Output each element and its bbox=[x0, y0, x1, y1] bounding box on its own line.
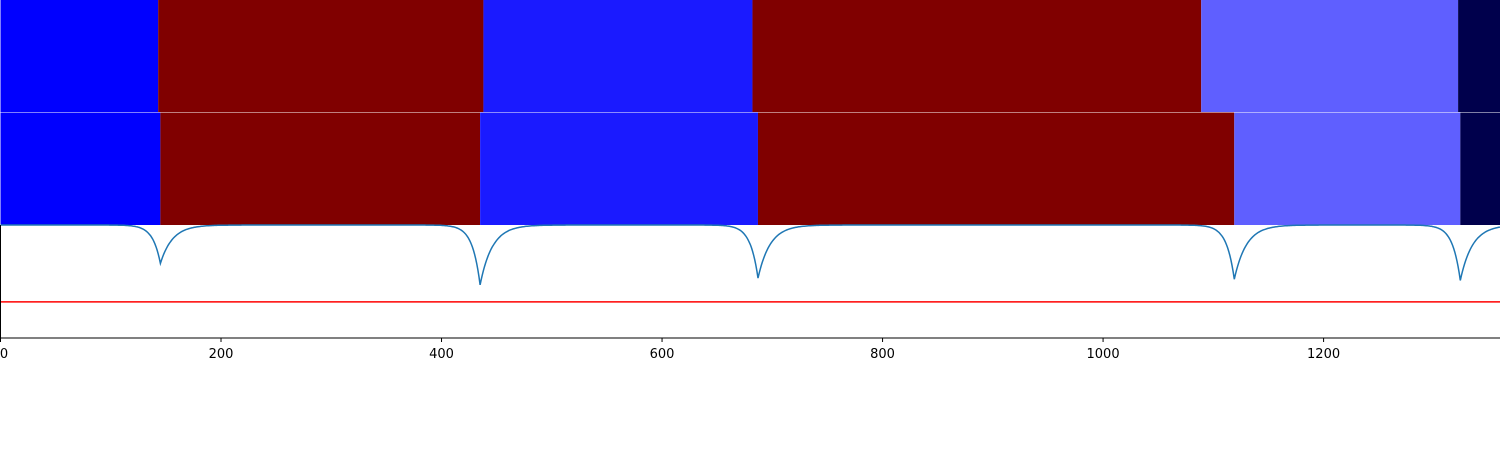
segmentation-row-top bbox=[0, 0, 1500, 113]
x-tick-label-1000: 1000 bbox=[1087, 347, 1120, 362]
segment-1-4 bbox=[1234, 112, 1461, 225]
x-tick-label-800: 800 bbox=[870, 347, 895, 362]
segment-0-3 bbox=[752, 0, 1202, 113]
segment-0-4 bbox=[1201, 0, 1459, 113]
x-tick-label-200: 200 bbox=[209, 347, 234, 362]
segment-1-0 bbox=[0, 112, 161, 225]
segment-1-5 bbox=[1460, 112, 1500, 225]
segment-0-2 bbox=[483, 0, 753, 113]
x-tick-label-0: 0 bbox=[0, 347, 8, 362]
x-tick-label-1200: 1200 bbox=[1307, 347, 1340, 362]
x-tick-label-600: 600 bbox=[650, 347, 675, 362]
segmentation-row-bottom bbox=[0, 112, 1500, 225]
segment-1-2 bbox=[480, 112, 758, 225]
segment-1-3 bbox=[757, 112, 1235, 225]
signal-plot bbox=[0, 224, 1500, 339]
signal-plot-background bbox=[0, 225, 1500, 338]
x-tick-label-400: 400 bbox=[429, 347, 454, 362]
segment-1-1 bbox=[160, 112, 481, 225]
signal-curve-group bbox=[0, 224, 1500, 286]
segment-0-5 bbox=[1458, 0, 1500, 113]
segment-0-1 bbox=[158, 0, 484, 113]
x-axis: 0 200 400 600 800 1000 1200 bbox=[0, 338, 1340, 362]
signal-curve bbox=[0, 224, 1500, 286]
segment-0-0 bbox=[0, 0, 159, 113]
